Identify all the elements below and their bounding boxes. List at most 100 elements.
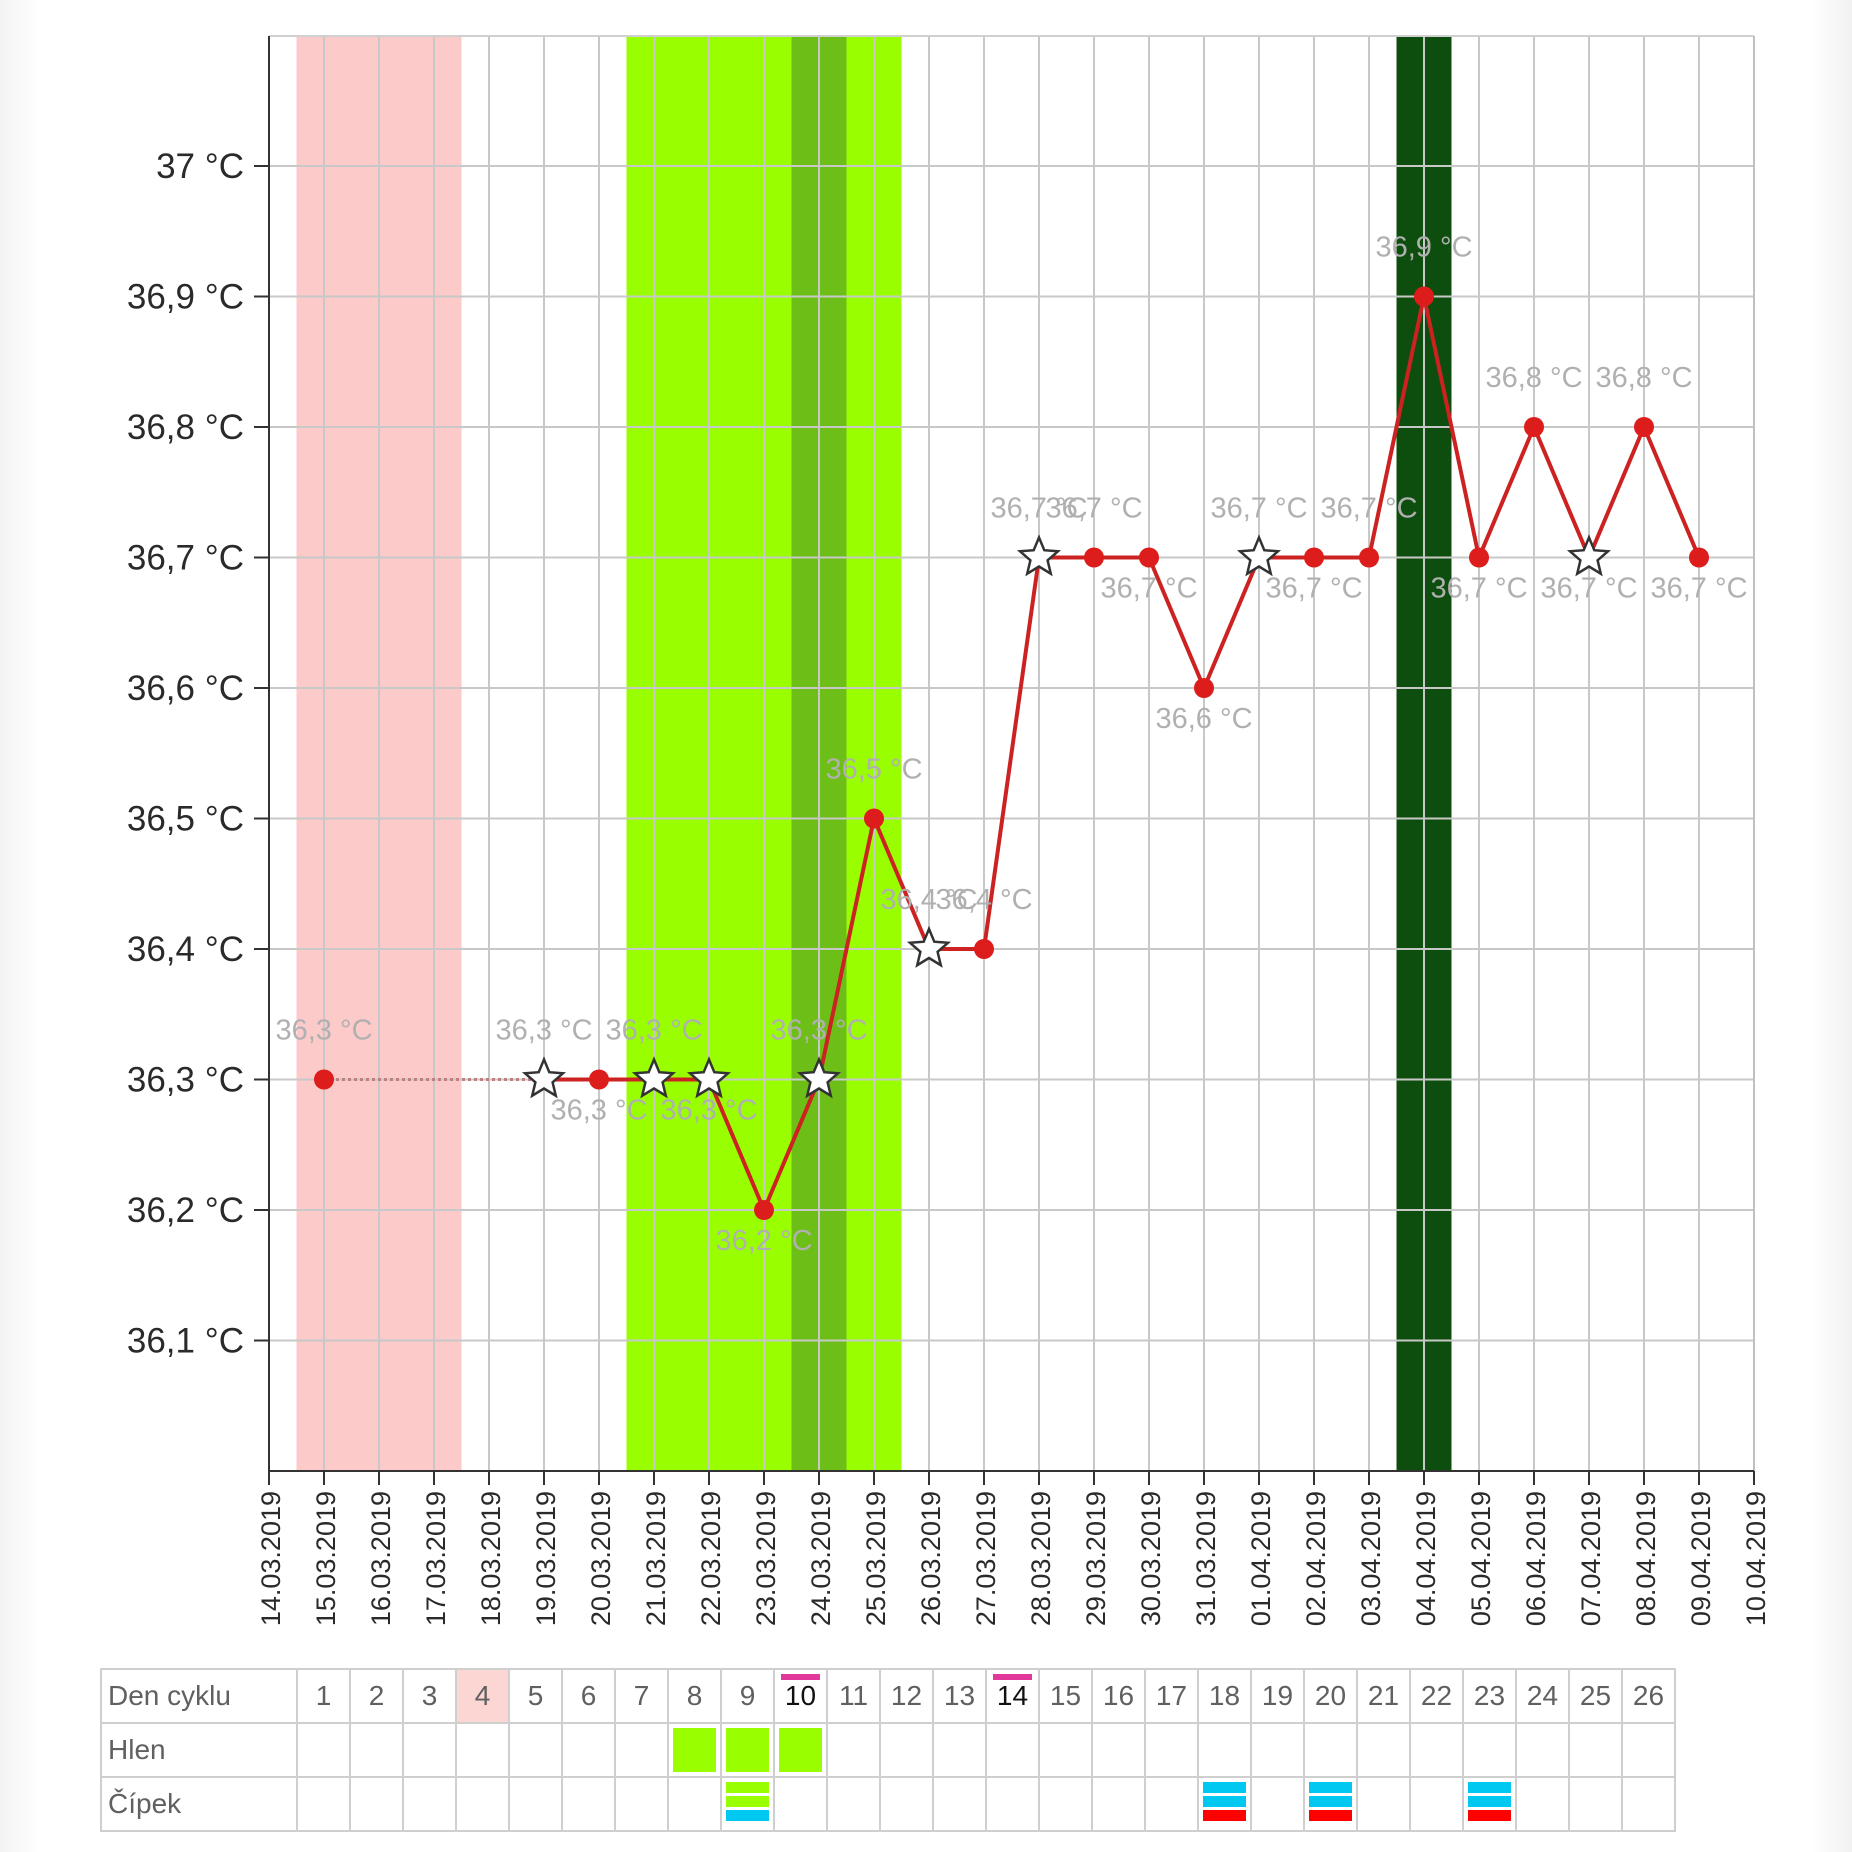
cycle-day-cell: 16 [1091, 1668, 1146, 1724]
cervix-bars [1203, 1782, 1246, 1830]
x-tick-label: 15.03.2019 [311, 1491, 341, 1626]
cycle-day-cell: 13 [932, 1668, 987, 1724]
y-tick-label: 36,7 °C [127, 539, 244, 578]
right-edge-shadow [1812, 0, 1852, 1852]
cervix-cell [720, 1776, 775, 1832]
cycle-day-number: 6 [580, 1680, 597, 1711]
x-tick-label: 28.03.2019 [1026, 1491, 1056, 1626]
data-point [1634, 417, 1654, 437]
data-label: 36,3 °C [550, 1095, 647, 1127]
data-point [1469, 547, 1489, 568]
data-point-star [1016, 534, 1062, 577]
cycle-day-number: 10 [784, 1680, 817, 1711]
mucus-cell [455, 1722, 510, 1778]
data-point [589, 1069, 609, 1090]
x-tick-label: 16.03.2019 [366, 1491, 396, 1626]
cervix-cell [985, 1776, 1040, 1832]
cervix-bars [1468, 1782, 1511, 1830]
mucus-cell [773, 1722, 828, 1778]
cycle-day-cell: 11 [826, 1668, 881, 1724]
cycle-day-number: 24 [1526, 1680, 1559, 1711]
cycle-day-cell: 23 [1462, 1668, 1517, 1724]
x-tick-label: 25.03.2019 [861, 1491, 891, 1626]
cycle-day-cell: 20 [1303, 1668, 1358, 1724]
cycle-day-cell: 17 [1144, 1668, 1199, 1724]
cervix-cell [1091, 1776, 1146, 1832]
mucus-cell [1568, 1722, 1623, 1778]
data-label: 36,3 °C [660, 1095, 757, 1127]
cervix-cell [667, 1776, 722, 1832]
cycle-table: Den cyklu 1 2 3 4 5 6 7 8 9 10 11 12 13 14 15 16 17 18 19 2… [100, 1668, 1676, 1832]
mucus-cell [1091, 1722, 1146, 1778]
y-tick-label: 36,4 °C [127, 930, 244, 969]
day-marker [993, 1674, 1032, 1680]
data-point-star [796, 1056, 842, 1099]
data-point-star [631, 1056, 677, 1099]
x-tick-label: 21.03.2019 [641, 1491, 671, 1626]
row-label-mucus: Hlen [100, 1722, 298, 1778]
x-tick-label: 07.04.2019 [1576, 1491, 1606, 1626]
cycle-day-number: 20 [1314, 1680, 1347, 1711]
cycle-day-cell: 7 [614, 1668, 669, 1724]
x-tick-label: 29.03.2019 [1081, 1491, 1111, 1626]
row-label-cycle-day: Den cyklu [100, 1668, 298, 1724]
data-label: 36,9 °C [1375, 232, 1472, 264]
cycle-day-number: 21 [1367, 1680, 1400, 1711]
data-point [1689, 547, 1709, 568]
cervix-cell [1250, 1776, 1305, 1832]
data-label: 36,5 °C [825, 754, 922, 786]
mucus-cell [879, 1722, 934, 1778]
x-tick-label: 23.03.2019 [751, 1491, 781, 1626]
data-label: 36,7 °C [990, 493, 1087, 525]
mucus-cell [561, 1722, 616, 1778]
cervix-cell [1462, 1776, 1517, 1832]
cycle-day-cell: 15 [1038, 1668, 1093, 1724]
data-label: 36,7 °C [1045, 493, 1142, 525]
cervix-bar [1468, 1796, 1511, 1807]
x-tick-label: 17.03.2019 [421, 1491, 451, 1626]
cervix-bar [726, 1810, 769, 1821]
data-point [1524, 417, 1544, 437]
cycle-day-cell: 2 [349, 1668, 404, 1724]
y-tick-label: 36,5 °C [127, 800, 244, 839]
cycle-day-cell: 26 [1621, 1668, 1676, 1724]
y-tick-label: 37 °C [156, 147, 244, 186]
x-tick-label: 18.03.2019 [476, 1491, 506, 1626]
cervix-bars [726, 1782, 769, 1830]
row-cervix: Čípek [100, 1776, 1676, 1832]
cervix-bars [1309, 1782, 1352, 1830]
cervix-bar [1309, 1782, 1352, 1793]
cycle-day-number: 14 [996, 1680, 1029, 1711]
cervix-cell [455, 1776, 510, 1832]
data-point [864, 808, 884, 829]
row-mucus: Hlen [100, 1722, 1676, 1778]
data-point-star [521, 1056, 567, 1099]
x-tick-label: 27.03.2019 [971, 1491, 1001, 1626]
x-tick-label: 14.03.2019 [256, 1491, 286, 1626]
cervix-cell [1038, 1776, 1093, 1832]
x-tick-label: 03.04.2019 [1356, 1491, 1386, 1626]
row-label-cervix: Čípek [100, 1776, 298, 1832]
cycle-day-cell: 18 [1197, 1668, 1252, 1724]
cervix-cell [773, 1776, 828, 1832]
mucus-cell [349, 1722, 404, 1778]
data-label: 36,7 °C [1430, 573, 1527, 605]
cervix-bar [1309, 1796, 1352, 1807]
cervix-cell [1303, 1776, 1358, 1832]
cycle-day-number: 18 [1208, 1680, 1241, 1711]
cervix-cell [508, 1776, 563, 1832]
mucus-cell [1197, 1722, 1252, 1778]
mucus-cell [402, 1722, 457, 1778]
mucus-cell [1621, 1722, 1676, 1778]
cervix-cell [561, 1776, 616, 1832]
data-label: 36,3 °C [770, 1015, 867, 1047]
data-label: 36,7 °C [1210, 493, 1307, 525]
x-tick-label: 31.03.2019 [1191, 1491, 1221, 1626]
cycle-day-cell: 25 [1568, 1668, 1623, 1724]
cervix-cell [349, 1776, 404, 1832]
cycle-day-cell: 4 [455, 1668, 510, 1724]
temperature-chart: 37 °C 36,9 °C 36,8 °C 36,7 °C 36,6 °C 36,5 °C… [127, 35, 1771, 1626]
x-tick-label: 30.03.2019 [1136, 1491, 1166, 1626]
cervix-cell [1568, 1776, 1623, 1832]
mucus-cell [826, 1722, 881, 1778]
